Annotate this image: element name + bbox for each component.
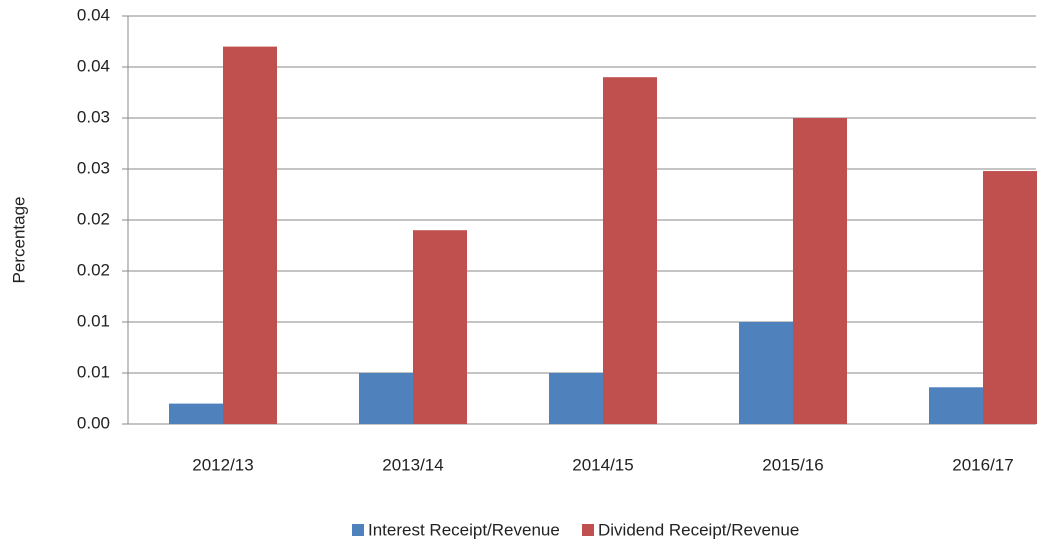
- bar: [739, 322, 793, 424]
- bar: [603, 77, 657, 424]
- bar: [983, 171, 1037, 424]
- legend-swatch: [352, 524, 364, 536]
- bar: [929, 387, 983, 424]
- y-tick-label: 0.02: [77, 260, 110, 279]
- x-tick-label: 2014/15: [572, 455, 633, 474]
- x-tick-label: 2016/17: [952, 455, 1013, 474]
- x-tick-label: 2013/14: [382, 455, 443, 474]
- y-tick-label: 0.00: [77, 413, 110, 432]
- x-tick-label: 2012/13: [192, 455, 253, 474]
- bar: [359, 373, 413, 424]
- y-tick-label: 0.01: [77, 362, 110, 381]
- y-tick-label: 0.01: [77, 311, 110, 330]
- legend-swatch: [582, 524, 594, 536]
- bar: [413, 230, 467, 424]
- bar: [549, 373, 603, 424]
- y-tick-label: 0.02: [77, 209, 110, 228]
- x-tick-label: 2015/16: [762, 455, 823, 474]
- bar: [169, 403, 223, 424]
- y-tick-label: 0.03: [77, 107, 110, 126]
- legend-label: Dividend Receipt/Revenue: [598, 520, 799, 539]
- y-tick-label: 0.03: [77, 158, 110, 177]
- y-axis-label: Percentage: [9, 197, 28, 284]
- legend-label: Interest Receipt/Revenue: [368, 520, 560, 539]
- bar: [793, 118, 847, 424]
- y-tick-label: 0.04: [77, 56, 110, 75]
- bar: [223, 46, 277, 424]
- y-tick-label: 0.04: [77, 5, 110, 24]
